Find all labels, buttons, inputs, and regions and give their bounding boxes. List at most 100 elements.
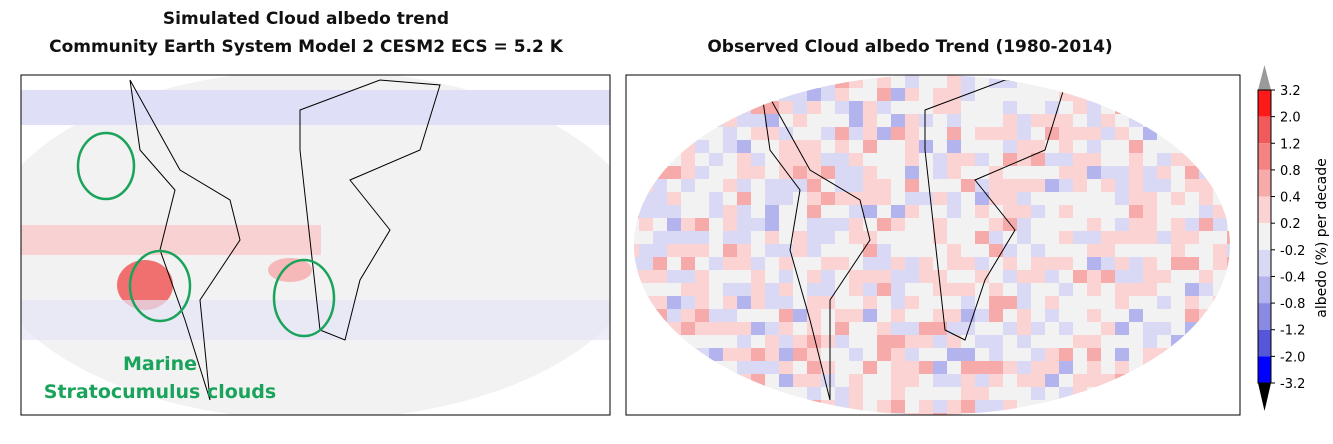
map-cell bbox=[1115, 335, 1129, 348]
map-cell bbox=[835, 257, 849, 270]
map-cell bbox=[1227, 153, 1230, 166]
map-cell bbox=[779, 192, 793, 205]
map-cell bbox=[947, 153, 961, 166]
map-cell bbox=[1157, 283, 1171, 296]
map-cell bbox=[1003, 205, 1017, 218]
map-cell bbox=[1171, 309, 1185, 322]
map-cell bbox=[634, 140, 639, 153]
map-cell bbox=[849, 127, 863, 140]
map-cell bbox=[779, 270, 793, 283]
map-cell bbox=[709, 400, 723, 413]
map-cell bbox=[821, 348, 835, 361]
map-cell bbox=[695, 75, 709, 88]
map-cell bbox=[1199, 218, 1213, 231]
map-cell bbox=[695, 270, 709, 283]
map-cell bbox=[1129, 309, 1143, 322]
map-cell bbox=[863, 205, 877, 218]
map-cell bbox=[1003, 101, 1017, 114]
map-cell bbox=[681, 374, 695, 387]
map-cell bbox=[1227, 88, 1230, 101]
map-cell bbox=[1073, 231, 1087, 244]
map-cell bbox=[709, 257, 723, 270]
map-cell bbox=[667, 322, 681, 335]
map-cell bbox=[1157, 218, 1171, 231]
map-cell bbox=[989, 322, 1003, 335]
map-cell bbox=[933, 413, 947, 415]
map-cell bbox=[877, 101, 891, 114]
map-cell bbox=[1115, 127, 1129, 140]
map-cell bbox=[891, 335, 905, 348]
map-cell bbox=[709, 88, 723, 101]
map-cell bbox=[1185, 75, 1199, 88]
map-cell bbox=[681, 387, 695, 400]
map-cell bbox=[1129, 387, 1143, 400]
map-cell bbox=[877, 309, 891, 322]
map-cell bbox=[1059, 75, 1073, 88]
map-cell bbox=[905, 166, 919, 179]
map-cell bbox=[919, 361, 933, 374]
map-cell bbox=[961, 374, 975, 387]
colorbar-tick-label: 0.2 bbox=[1280, 217, 1301, 232]
map-cell bbox=[1171, 387, 1185, 400]
map-cell bbox=[1017, 114, 1031, 127]
map-cell bbox=[1031, 309, 1045, 322]
map-cell bbox=[1213, 192, 1227, 205]
map-cell bbox=[793, 257, 807, 270]
map-cell bbox=[975, 374, 989, 387]
map-cell bbox=[1185, 166, 1199, 179]
map-cell bbox=[1157, 387, 1171, 400]
map-cell bbox=[709, 140, 723, 153]
map-cell bbox=[634, 153, 639, 166]
map-cell bbox=[1017, 322, 1031, 335]
map-cell bbox=[634, 374, 639, 387]
map-cell bbox=[835, 387, 849, 400]
map-cell bbox=[695, 205, 709, 218]
map-cell bbox=[863, 270, 877, 283]
map-cell bbox=[667, 153, 681, 166]
map-cell bbox=[1185, 205, 1199, 218]
map-cell bbox=[1045, 192, 1059, 205]
colorbar-segment bbox=[1258, 223, 1271, 250]
map-cell bbox=[1171, 374, 1185, 387]
map-cell bbox=[807, 101, 821, 114]
map-cell bbox=[667, 88, 681, 101]
map-cell bbox=[1031, 231, 1045, 244]
map-cell bbox=[639, 179, 653, 192]
map-cell bbox=[695, 296, 709, 309]
map-cell bbox=[1199, 335, 1213, 348]
map-cell bbox=[1199, 244, 1213, 257]
map-cell bbox=[737, 335, 751, 348]
map-cell bbox=[793, 231, 807, 244]
map-cell bbox=[863, 322, 877, 335]
map-cell bbox=[975, 114, 989, 127]
map-cell bbox=[1101, 140, 1115, 153]
map-cell bbox=[695, 192, 709, 205]
map-cell bbox=[639, 231, 653, 244]
map-cell bbox=[1031, 348, 1045, 361]
map-cell bbox=[634, 179, 639, 192]
map-cell bbox=[1115, 400, 1129, 413]
map-cell bbox=[919, 283, 933, 296]
map-cell bbox=[919, 309, 933, 322]
map-cell bbox=[989, 348, 1003, 361]
map-cell bbox=[737, 140, 751, 153]
map-cell bbox=[751, 387, 765, 400]
map-cell bbox=[947, 179, 961, 192]
map-cell bbox=[821, 127, 835, 140]
map-cell bbox=[751, 114, 765, 127]
map-cell bbox=[1185, 114, 1199, 127]
map-cell bbox=[835, 88, 849, 101]
map-cell bbox=[653, 322, 667, 335]
map-cell bbox=[1143, 179, 1157, 192]
map-cell bbox=[1129, 101, 1143, 114]
map-cell bbox=[779, 218, 793, 231]
map-cell bbox=[1031, 257, 1045, 270]
map-cell bbox=[933, 166, 947, 179]
map-cell bbox=[933, 270, 947, 283]
map-cell bbox=[709, 374, 723, 387]
map-cell bbox=[779, 309, 793, 322]
map-cell bbox=[1059, 387, 1073, 400]
map-cell bbox=[639, 205, 653, 218]
map-cell bbox=[1129, 114, 1143, 127]
map-cell bbox=[905, 322, 919, 335]
